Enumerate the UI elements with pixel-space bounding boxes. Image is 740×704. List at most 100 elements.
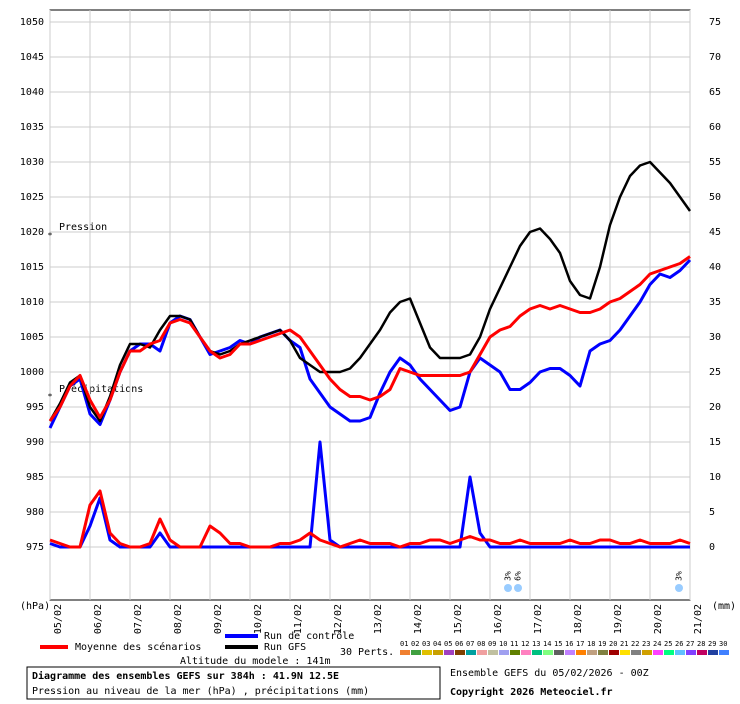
- annotation: Pression: [59, 222, 107, 233]
- perturbation-label: 27: [686, 640, 694, 648]
- perturbation-label: 16: [565, 640, 573, 648]
- y2-tick-label: 55: [709, 157, 721, 168]
- y-tick-label: 1040: [20, 87, 44, 98]
- perturbation-label: 15: [554, 640, 562, 648]
- x-tick-label: 16/02: [493, 604, 504, 634]
- perturbation-label: 19: [598, 640, 606, 648]
- x-tick-label: 06/02: [93, 604, 104, 634]
- perturbation-swatch: [422, 650, 432, 655]
- y-tick-label: 1050: [20, 17, 44, 28]
- perturbation-label: 09: [488, 640, 496, 648]
- perturbation-label: 04: [433, 640, 441, 648]
- perturbation-label: 11: [510, 640, 518, 648]
- perturbation-label: 06: [455, 640, 463, 648]
- perturbation-swatch: [719, 650, 729, 655]
- perturbations-label: 30 Perts.: [340, 647, 394, 658]
- snow-icon: [504, 584, 512, 592]
- perturbation-swatch: [488, 650, 498, 655]
- y2-tick-label: 50: [709, 192, 721, 203]
- perturbation-label: 02: [411, 640, 419, 648]
- x-tick-label: 20/02: [653, 604, 664, 634]
- perturbation-label: 20: [609, 640, 617, 648]
- chart-subtitle: Pression au niveau de la mer (hPa) , pré…: [32, 685, 369, 697]
- snow-icon: [514, 584, 522, 592]
- perturbation-swatch: [411, 650, 421, 655]
- perturbation-swatch: [708, 650, 718, 655]
- info-box: [26, 666, 441, 700]
- perturbation-label: 29: [708, 640, 716, 648]
- perturbation-swatch: [532, 650, 542, 655]
- perturbation-swatch: [598, 650, 608, 655]
- precip-line: [49, 440, 690, 549]
- perturbation-label: 07: [466, 640, 474, 648]
- y-tick-label: 1030: [20, 157, 44, 168]
- y-tick-label: 995: [26, 402, 44, 413]
- y-tick-label: 980: [26, 507, 44, 518]
- perturbation-swatch: [521, 650, 531, 655]
- x-tick-label: 14/02: [413, 604, 424, 634]
- x-tick-label: 13/02: [373, 604, 384, 634]
- y2-tick-label: 5: [709, 507, 715, 518]
- perturbation-swatch: [433, 650, 443, 655]
- perturbation-swatch: [620, 650, 630, 655]
- y-tick-label: 1015: [20, 262, 44, 273]
- y2-tick-label: 60: [709, 122, 721, 133]
- y2-tick-label: 45: [709, 227, 721, 238]
- y-tick-label: 1010: [20, 297, 44, 308]
- perturbation-label: 12: [521, 640, 529, 648]
- y2-tick-label: 75: [709, 17, 721, 28]
- perturbation-swatch: [444, 650, 454, 655]
- y2-tick-label: 40: [709, 262, 721, 273]
- perturbation-swatch: [664, 650, 674, 655]
- x-tick-label: 05/02: [53, 604, 64, 634]
- perturbation-label: 28: [697, 640, 705, 648]
- perturbation-swatch: [653, 650, 663, 655]
- y-tick-label: 1025: [20, 192, 44, 203]
- perturbation-swatch: [455, 650, 465, 655]
- x-tick-label: 19/02: [613, 604, 624, 634]
- y2-tick-label: 25: [709, 367, 721, 378]
- perturbation-swatch: [675, 650, 685, 655]
- perturbation-swatch: [565, 650, 575, 655]
- x-tick-label: 17/02: [533, 604, 544, 634]
- y-tick-label: 1000: [20, 367, 44, 378]
- precip-line: [49, 489, 691, 549]
- altitude: Altitude du modele : 141m: [180, 656, 331, 667]
- y2-tick-label: 10: [709, 472, 721, 483]
- perturbation-swatch: [543, 650, 553, 655]
- y-tick-label: 990: [26, 437, 44, 448]
- snow-label: 6%: [514, 571, 523, 581]
- y2-tick-label: 65: [709, 87, 721, 98]
- x-tick-label: 10/02: [253, 604, 264, 634]
- copyright: Copyright 2026 Meteociel.fr: [450, 686, 613, 698]
- perturbation-label: 22: [631, 640, 639, 648]
- perturbation-swatch: [510, 650, 520, 655]
- chart-title: Diagramme des ensembles GEFS sur 384h : …: [32, 670, 339, 682]
- perturbation-label: 13: [532, 640, 540, 648]
- perturbation-label: 26: [675, 640, 683, 648]
- x-tick-label: 07/02: [133, 604, 144, 634]
- y2-tick-label: 35: [709, 297, 721, 308]
- x-tick-label: 08/02: [173, 604, 184, 634]
- legend-label: Run de contrôle: [264, 630, 354, 642]
- y-tick-label: 1005: [20, 332, 44, 343]
- perturbation-label: 14: [543, 640, 551, 648]
- y2-tick-label: 70: [709, 52, 721, 63]
- y2-tick-label: 0: [709, 542, 715, 553]
- perturbation-label: 21: [620, 640, 628, 648]
- perturbation-label: 08: [477, 640, 485, 648]
- snow-label: 3%: [675, 571, 684, 581]
- x-tick-label: 09/02: [213, 604, 224, 634]
- perturbation-label: 03: [422, 640, 430, 648]
- perturbation-swatch: [466, 650, 476, 655]
- run-info: Ensemble GEFS du 05/02/2026 - 00Z: [450, 668, 649, 679]
- perturbation-label: 17: [576, 640, 584, 648]
- x-tick-label: 11/02: [293, 604, 304, 634]
- x-tick-label: 21/02: [693, 604, 704, 634]
- perturbation-label: 01: [400, 640, 408, 648]
- perturbation-label: 23: [642, 640, 650, 648]
- y2-tick-label: 30: [709, 332, 721, 343]
- perturbation-swatch: [400, 650, 410, 655]
- x-tick-label: 15/02: [453, 604, 464, 634]
